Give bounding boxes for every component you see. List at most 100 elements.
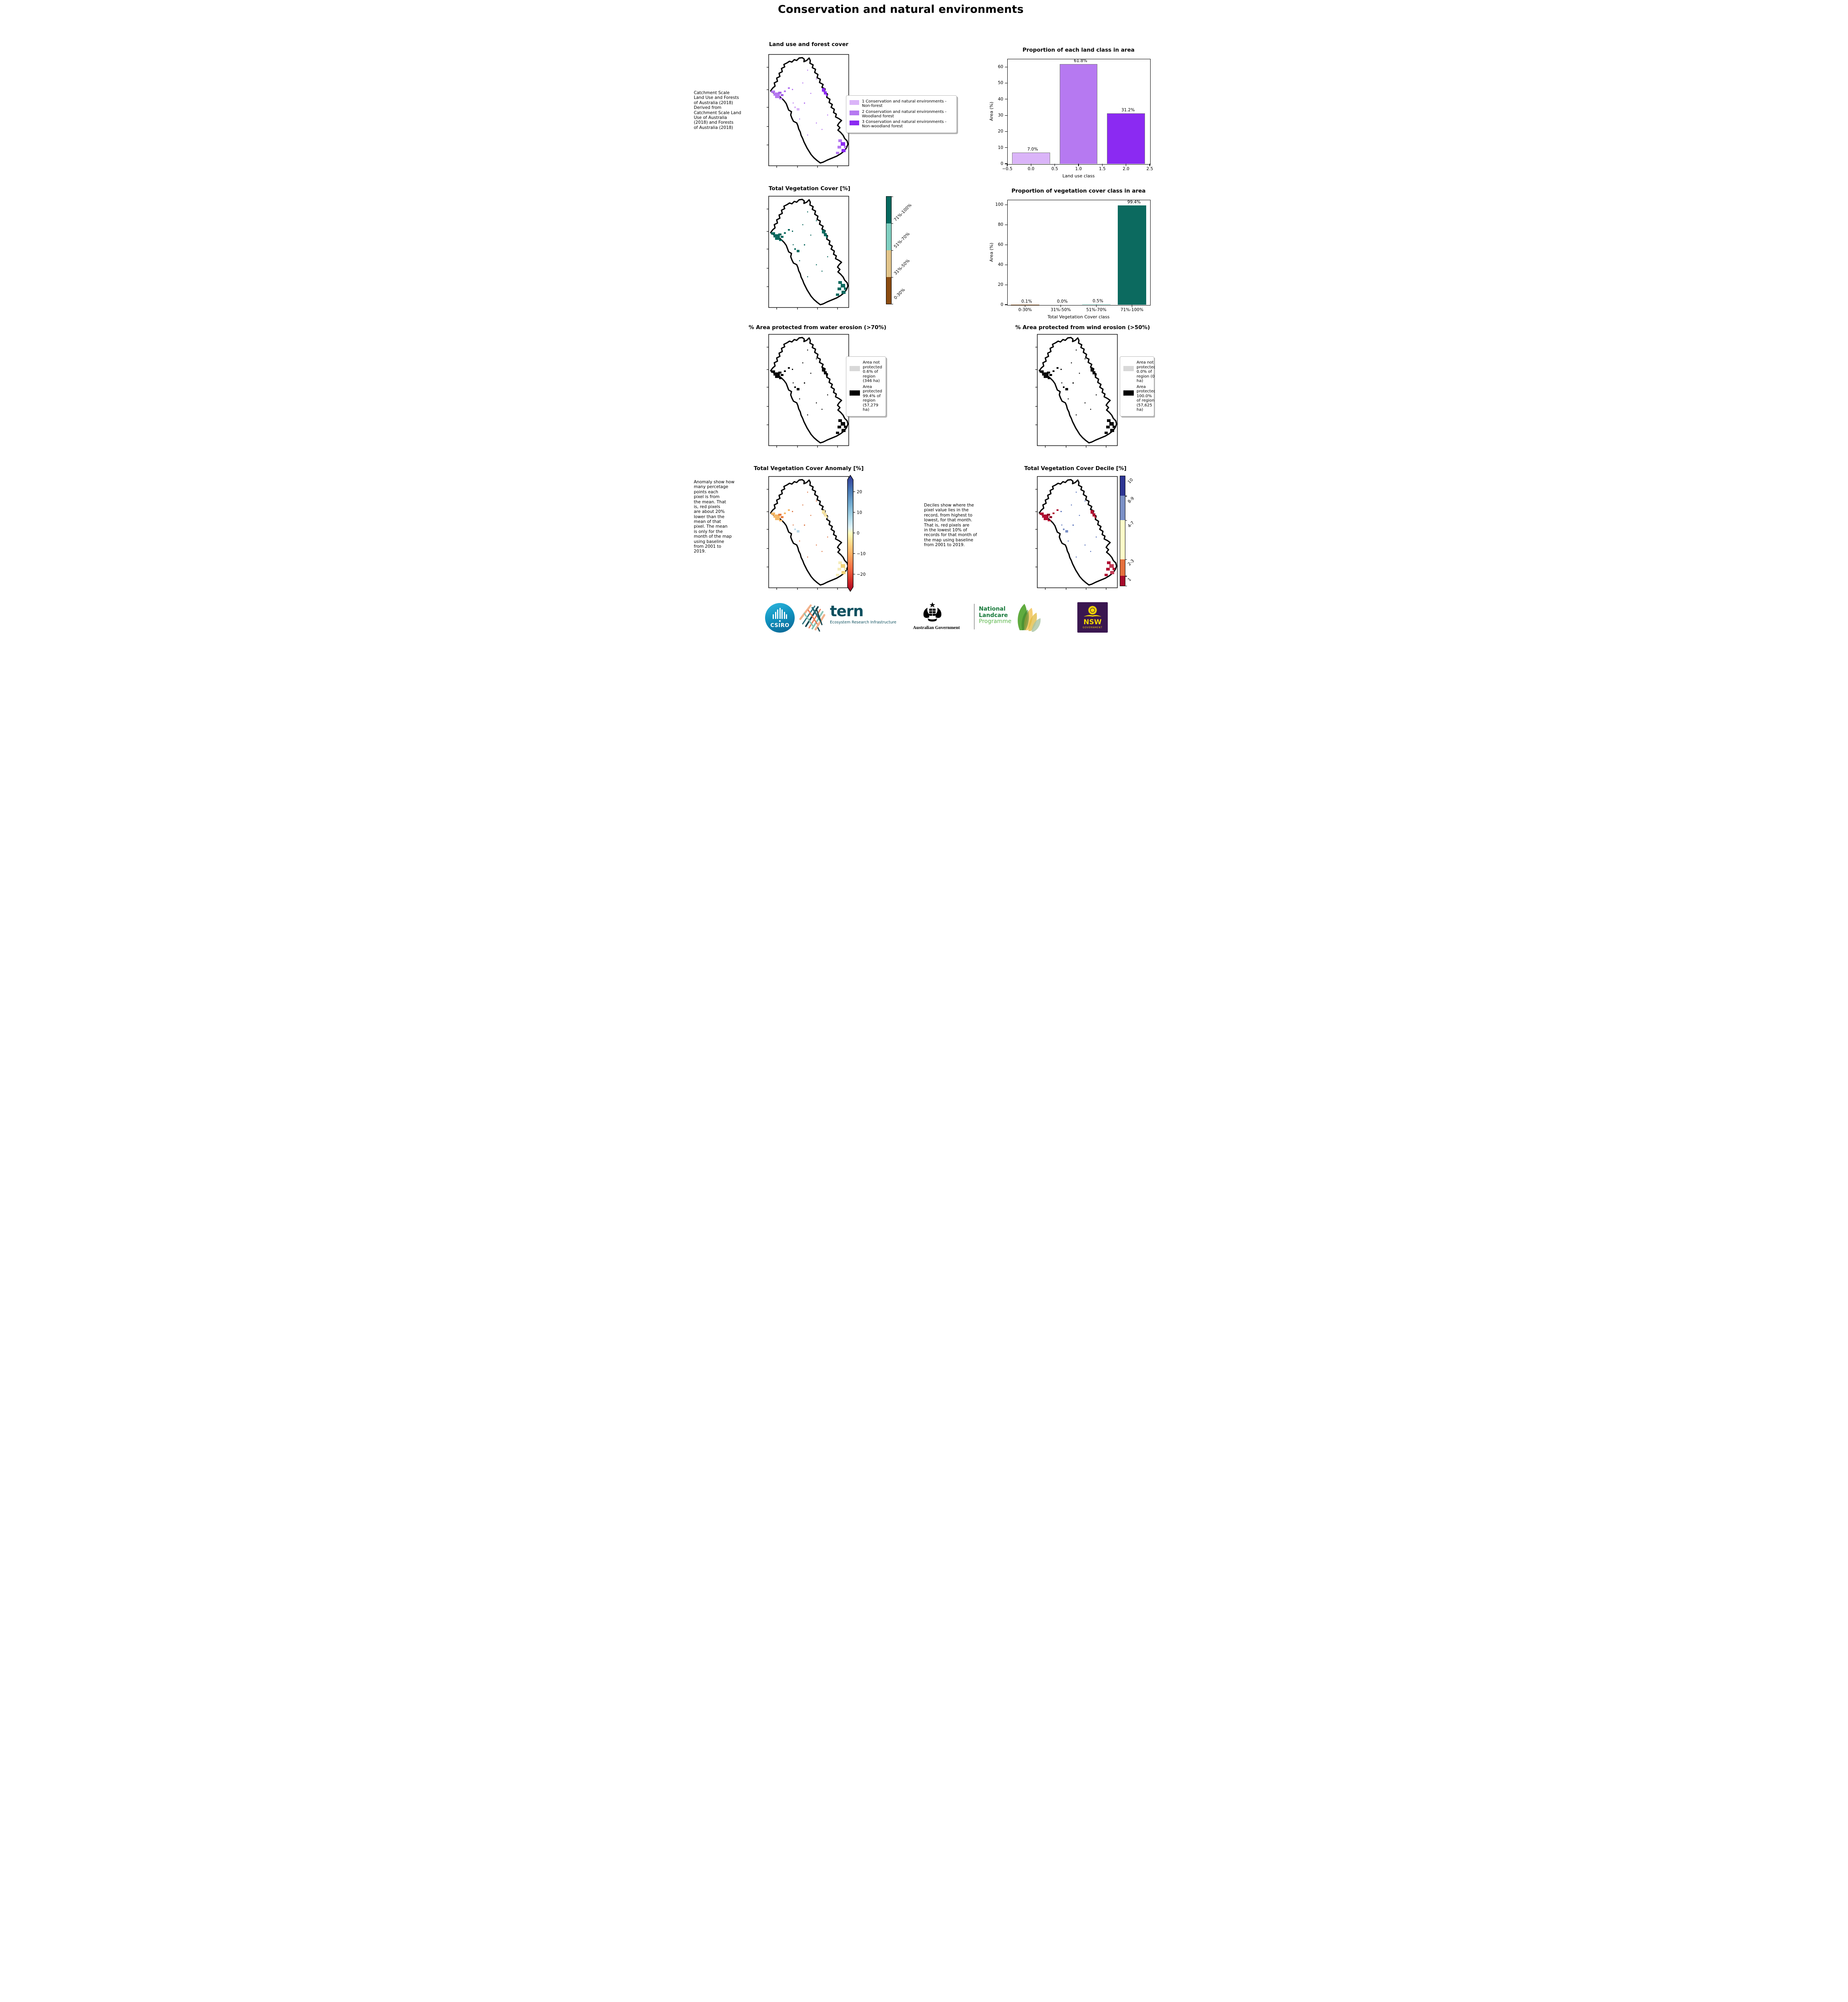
y-tick-label: 0 [1000, 302, 1003, 307]
legend-swatch-not-protected [850, 366, 860, 371]
x-tick [1102, 164, 1103, 166]
bar-value-label: 7.0% [1027, 147, 1038, 152]
cb-tick-label: 20 [857, 490, 862, 494]
bar-value-label: 61.8% [1074, 58, 1087, 63]
cb-label: 8-9 [1127, 496, 1135, 505]
y-tick-label: 60 [998, 64, 1003, 70]
water-erosion-legend: Area not protected 0.6% of region (346 h… [846, 356, 886, 416]
cb-seg-51-70 [886, 223, 891, 250]
anomaly-colorbar: 20 10 0 −10 −20 [847, 474, 866, 592]
x-tick-label: −0.5 [1002, 167, 1012, 171]
bar [1117, 205, 1147, 305]
map-vegcover [769, 196, 849, 308]
map-wind-erosion [1037, 334, 1117, 446]
legend-label: Area not protected 0.6% of region (346 h… [863, 360, 882, 383]
legend-swatch-protected [1123, 390, 1134, 396]
legend-item: Area not protected 0.0% of region (0 ha) [1123, 360, 1155, 384]
legend-item: Area not protected 0.6% of region (346 h… [850, 360, 882, 384]
chart-veg-class: Proportion of vegetation cover class in … [989, 188, 1151, 320]
landcare-leaves-icon [1018, 604, 1041, 632]
map-title-decile: Total Vegetation Cover Decile [%] [1024, 465, 1127, 472]
legend-item: 1 Conservation and natural environments … [850, 99, 953, 109]
legend-label: Area protected 99.4% of region (57,279 h… [863, 384, 882, 412]
csiro-waves-icon [773, 607, 787, 619]
map-title-wind-erosion: % Area protected from wind erosion (>50%… [1015, 324, 1150, 331]
cb-tick [1125, 559, 1127, 560]
y-tick-label: 40 [998, 262, 1003, 267]
cb-seg-4-7 [1120, 520, 1125, 560]
tern-logo-text: tern [830, 603, 864, 620]
y-tick-label: 60 [998, 242, 1003, 247]
x-tick [1149, 164, 1150, 166]
chart-ylabel: Area (%) [989, 243, 994, 262]
bar-value-label: 0.0% [1057, 299, 1068, 304]
map-title-vegcover: Total Vegetation Cover [%] [769, 185, 850, 192]
cb-tick-label: 0 [857, 531, 860, 536]
x-tick-label: 1.0 [1075, 167, 1082, 171]
bar-value-label: 31.2% [1121, 108, 1135, 113]
cb-label: 10 [1127, 477, 1134, 485]
x-tick-label: 0-30% [1018, 308, 1032, 312]
chart-ylabel: Area (%) [989, 102, 994, 121]
bar [1082, 304, 1111, 305]
map-water-erosion [769, 334, 849, 446]
tern-subtitle: Ecosystem Research Infrastructure [830, 620, 897, 625]
map-title-landuse: Land use and forest cover [769, 41, 849, 48]
cb-seg-10 [1120, 476, 1125, 496]
map-landuse [769, 54, 849, 166]
x-tick-label: 71%-100% [1120, 308, 1144, 312]
legend-item: Area protected 99.4% of region (57,279 h… [850, 385, 882, 412]
nlp-line1: National [979, 606, 1006, 612]
legend-item: 3 Conservation and natural environments … [850, 120, 953, 129]
nsw-government-logo: NSW GOVERNMENT [1077, 602, 1108, 633]
y-tick [1005, 304, 1007, 305]
cb-seg-2-3 [1120, 559, 1125, 576]
chart-title: Proportion of vegetation cover class in … [1011, 188, 1146, 194]
cb-label: 71%-100% [893, 202, 913, 222]
nsw-waratah-icon [1084, 606, 1101, 617]
csiro-dot-icon [779, 620, 781, 622]
chart-xlabel: Total Vegetation Cover class [1047, 314, 1110, 320]
y-tick-label: 80 [998, 222, 1003, 227]
cb-label: 31%-50% [893, 258, 911, 276]
cb-tick [891, 250, 893, 251]
nsw-logo-subtext: GOVERNMENT [1083, 627, 1103, 629]
australian-government-label: Australian Government [913, 625, 960, 630]
anomaly-colorbar-ticks [853, 491, 855, 575]
page-title: Conservation and natural environments [778, 3, 1024, 16]
australia-art-icon [799, 604, 826, 632]
legend-swatch-nonwoodland [850, 121, 859, 126]
cb-seg-8-9 [1120, 496, 1125, 520]
australian-coat-of-arms-icon [923, 602, 942, 622]
x-tick [1096, 305, 1097, 307]
y-tick [1005, 147, 1007, 148]
map-anomaly [769, 476, 849, 588]
csiro-logo: CSIRO [765, 603, 795, 633]
bar [1107, 113, 1145, 164]
chart-land-class: Proportion of each land class in area Ar… [989, 47, 1153, 179]
veg-cover-colorbar: 71%-100% 51%-70% 31%-50% 0-30% [886, 196, 913, 305]
map-title-anomaly: Total Vegetation Cover Anomaly [%] [753, 465, 864, 472]
legend-swatch-woodland [850, 110, 859, 115]
cb-seg-0-30 [886, 277, 891, 304]
y-tick-label: 30 [998, 113, 1003, 118]
cb-seg-71-100 [886, 197, 891, 223]
landuse-legend: 1 Conservation and natural environments … [846, 95, 957, 133]
cb-label: 1 [1127, 577, 1132, 583]
landuse-side-note: Catchment Scale Land Use and Forests of … [694, 90, 741, 130]
national-landcare-logo-text: National Landcare Programme [979, 606, 1011, 625]
y-tick-label: 100 [995, 202, 1003, 207]
legend-label: Area protected 100.0% of region (57,625 … [1137, 384, 1155, 412]
bar [1059, 64, 1098, 164]
decile-note: Deciles show where the pixel value lies … [924, 503, 977, 547]
legend-swatch-protected [850, 390, 860, 396]
csiro-logo-text: CSIRO [770, 622, 789, 629]
tern-logo: tern Ecosystem Research Infrastructure [830, 603, 897, 625]
y-tick [1005, 163, 1007, 164]
chart-title: Proportion of each land class in area [1022, 47, 1135, 53]
legend-label: 2 Conservation and natural environments … [862, 109, 947, 119]
x-tick-label: 51%-70% [1086, 308, 1107, 312]
y-tick-label: 10 [998, 145, 1003, 150]
cb-label: 0-30% [893, 287, 906, 301]
anomaly-note: Anomaly show how many percetage points e… [694, 480, 735, 554]
